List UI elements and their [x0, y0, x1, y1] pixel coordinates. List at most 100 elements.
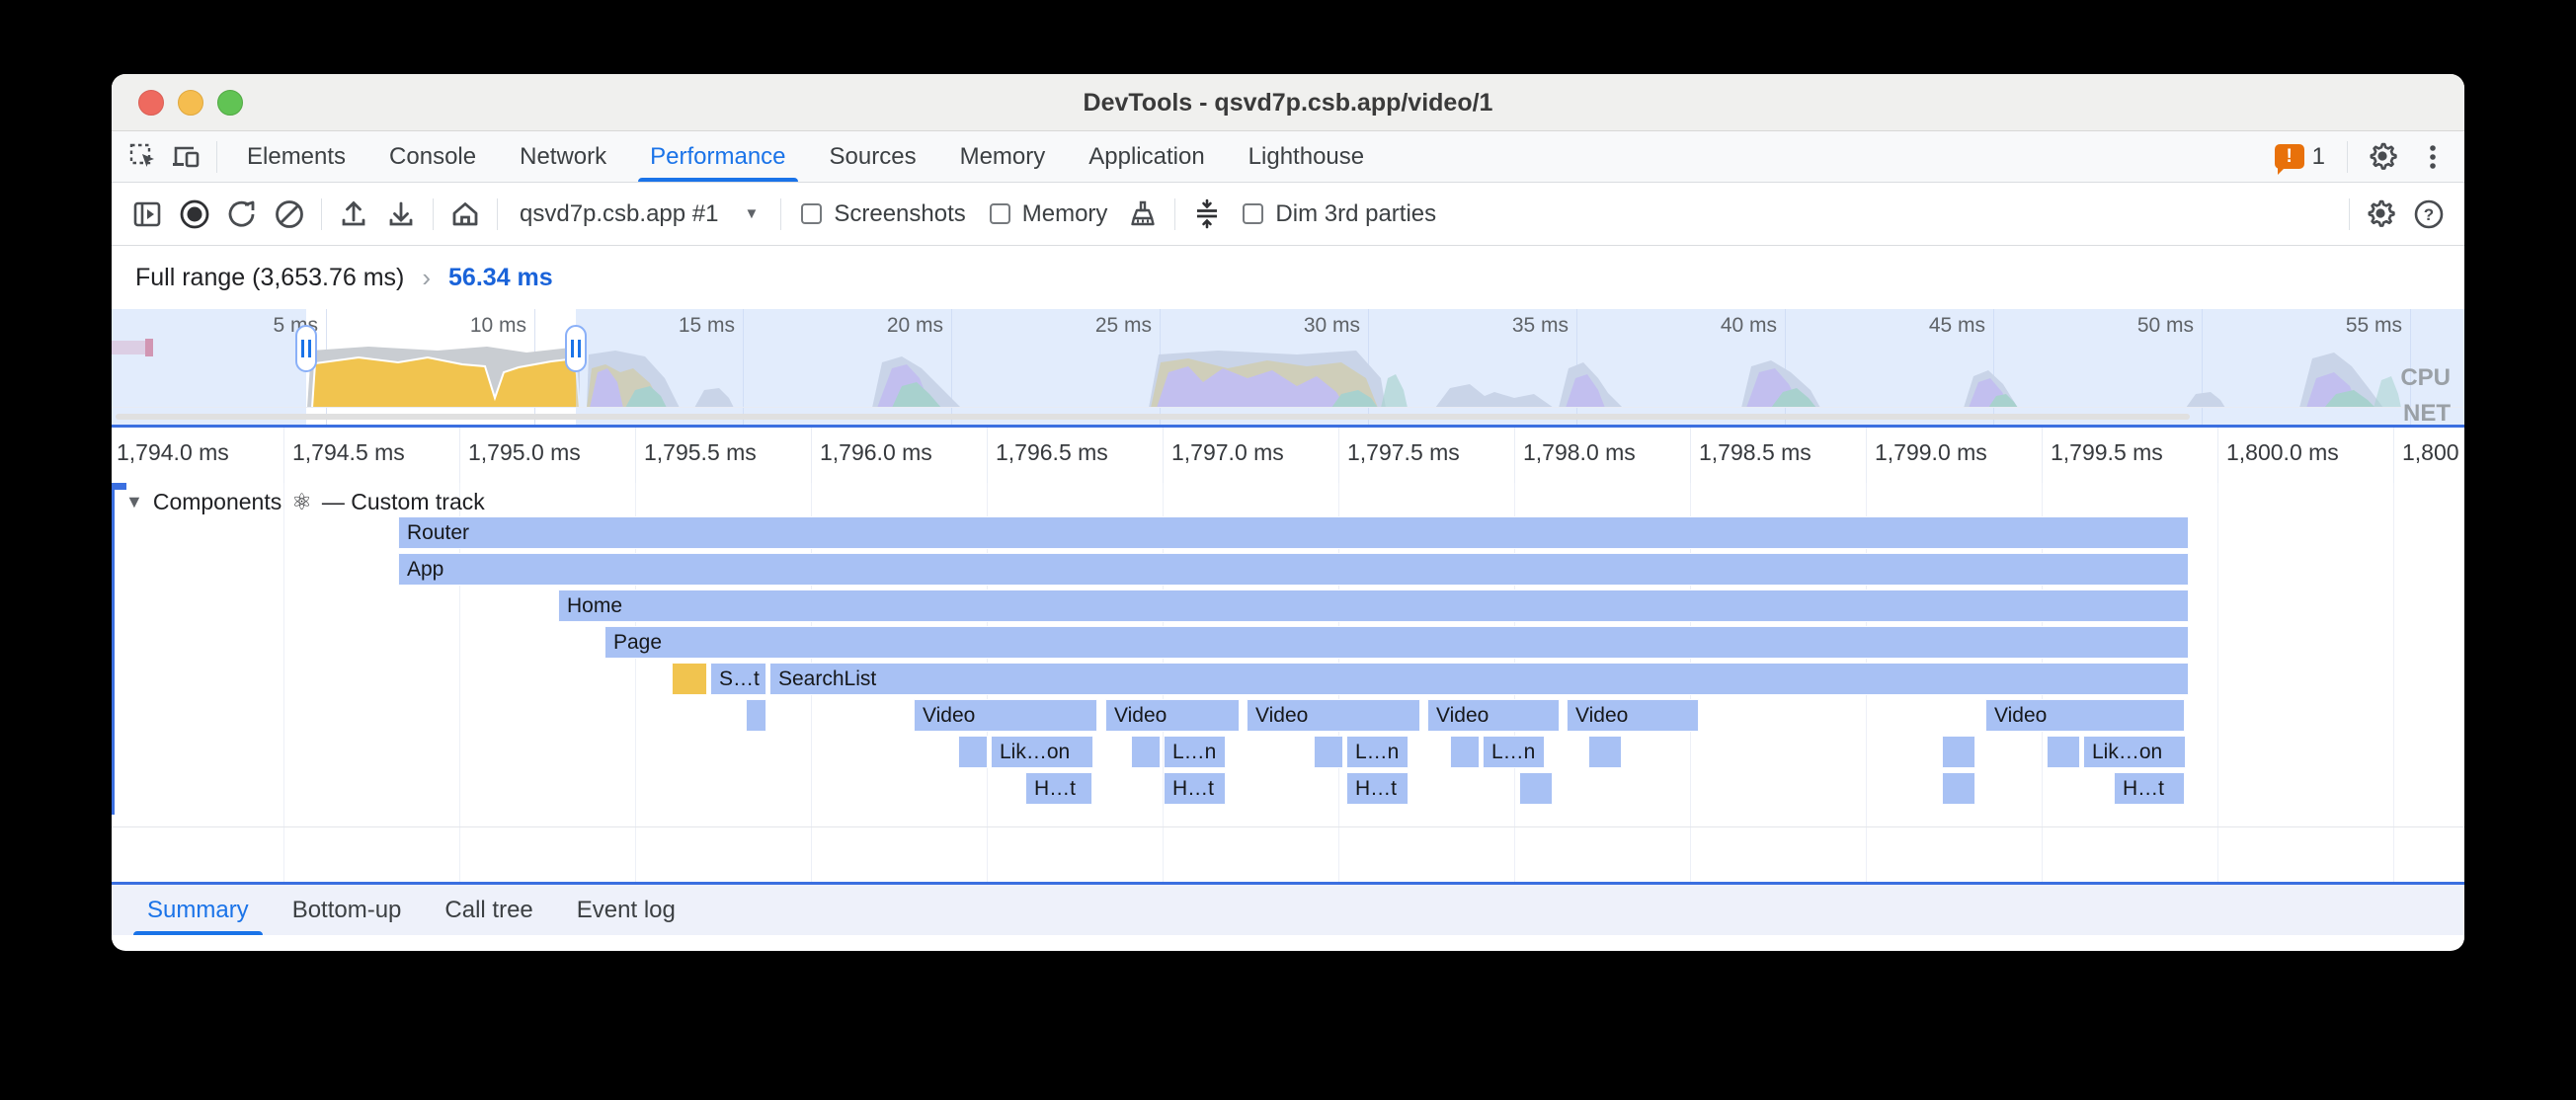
timeline-overview[interactable]: 5 ms 10 ms 15 ms 20 ms 25 ms 30 ms 35 ms 40 ms 4… — [112, 309, 2464, 428]
flame-bar[interactable] — [958, 736, 988, 768]
flame-bar-router[interactable]: Router — [398, 516, 2189, 549]
flame-bar-video[interactable]: Video — [1105, 699, 1240, 732]
inspect-element-icon[interactable] — [121, 137, 165, 177]
record-icon[interactable] — [171, 193, 218, 236]
tab-network[interactable]: Network — [498, 131, 628, 182]
flame-bar[interactable] — [1450, 736, 1480, 768]
timeline-ruler[interactable]: 1,794.0 ms 1,794.5 ms 1,795.0 ms 1,795.5 ms… — [112, 428, 2464, 483]
ruler-tick-label: 1,797.0 ms — [1171, 439, 1284, 465]
titlebar: DevTools - qsvd7p.csb.app/video/1 — [112, 74, 2464, 131]
track-header[interactable]: ▼ Components ⚛ — Custom track — [125, 489, 485, 515]
flame-bar[interactable] — [1314, 736, 1343, 768]
tab-elements[interactable]: Elements — [225, 131, 367, 182]
full-range-breadcrumb[interactable]: Full range (3,653.76 ms) — [135, 263, 405, 291]
save-profile-icon[interactable] — [377, 193, 425, 236]
flame-bar[interactable] — [746, 699, 766, 732]
flame-bar-video[interactable]: Video — [1985, 699, 2185, 732]
devtools-window: DevTools - qsvd7p.csb.app/video/1 Elemen… — [112, 74, 2464, 951]
drawer-tab-eventlog[interactable]: Event log — [555, 885, 697, 935]
flame-bar-ln[interactable]: L…n — [1483, 736, 1545, 768]
window-right-handle[interactable] — [565, 325, 587, 372]
ruler-tick-label: 1,799.0 ms — [1875, 439, 1987, 465]
target-selector[interactable]: qsvd7p.csb.app #1 ▼ — [506, 200, 772, 228]
ruler-tick-label: 1,795.5 ms — [644, 439, 757, 465]
flame-bar-st[interactable]: S…t — [710, 663, 766, 695]
drawer-tab-summary[interactable]: Summary — [125, 885, 271, 935]
track-corner-mark — [112, 483, 126, 490]
load-profile-icon[interactable] — [330, 193, 377, 236]
memory-label: Memory — [1021, 199, 1108, 227]
minimap-tick-label: 35 ms — [1511, 314, 1569, 337]
tab-memory[interactable]: Memory — [938, 131, 1068, 182]
tab-sources[interactable]: Sources — [808, 131, 938, 182]
minimap-tick-label: 30 ms — [1303, 314, 1360, 337]
ruler-tick-label: 1,798.0 ms — [1523, 439, 1636, 465]
flame-bar-page[interactable]: Page — [604, 626, 2189, 659]
ruler-tick-label: 1,797.5 ms — [1347, 439, 1460, 465]
flame-bar[interactable] — [1942, 736, 1975, 768]
memory-checkbox[interactable]: Memory — [978, 200, 1120, 228]
settings-gear-icon[interactable] — [2362, 137, 2405, 177]
flame-bar-app[interactable]: App — [398, 553, 2189, 586]
window-left-handle[interactable] — [295, 325, 317, 372]
drawer-tab-label: Call tree — [444, 896, 533, 923]
separator — [2347, 140, 2348, 173]
flame-bar-home[interactable]: Home — [558, 589, 2189, 622]
flame-bar-video[interactable]: Video — [1427, 699, 1560, 732]
flame-bar-ht[interactable]: H…t — [1025, 772, 1092, 805]
home-icon[interactable] — [442, 193, 489, 236]
minimap-tick-label: 10 ms — [469, 314, 526, 337]
checkbox-icon — [989, 203, 1010, 224]
reload-record-icon[interactable] — [218, 193, 266, 236]
flame-bar-ln[interactable]: L…n — [1164, 736, 1226, 768]
kebab-menu-icon[interactable] — [2411, 137, 2455, 177]
selected-range-breadcrumb[interactable]: 56.34 ms — [448, 263, 553, 291]
flame-bar-ht[interactable]: H…t — [2114, 772, 2185, 805]
show-sidebar-icon[interactable] — [123, 193, 171, 236]
minimize-window-button[interactable] — [178, 90, 203, 116]
close-window-button[interactable] — [138, 90, 164, 116]
flame-bar-video[interactable]: Video — [1247, 699, 1420, 732]
issues-badge[interactable]: ! 1 — [2267, 143, 2333, 175]
drawer-tab-calltree[interactable]: Call tree — [423, 885, 554, 935]
target-selector-value: qsvd7p.csb.app #1 — [520, 199, 719, 227]
flame-bar-ln[interactable]: L…n — [1346, 736, 1409, 768]
ruler-tick-label: 1,796.5 ms — [996, 439, 1108, 465]
flame-bar[interactable] — [1519, 772, 1553, 805]
flame-bar-likon[interactable]: Lik…on — [991, 736, 1093, 768]
minimap-tick-label: 20 ms — [886, 314, 943, 337]
minimap-tick-label: 55 ms — [2345, 314, 2402, 337]
dim-3rd-parties-checkbox[interactable]: Dim 3rd parties — [1231, 200, 1448, 228]
collapse-triangle-icon[interactable]: ▼ — [125, 492, 143, 511]
tab-application[interactable]: Application — [1067, 131, 1226, 182]
flame-bar-ht[interactable]: H…t — [1346, 772, 1409, 805]
help-icon[interactable]: ? — [2405, 193, 2453, 236]
flame-bar-searchlist[interactable]: SearchList — [769, 663, 2189, 695]
devtools-tabbar: Elements Console Network Performance Sources… — [112, 131, 2464, 183]
flame-bar[interactable] — [672, 663, 707, 695]
window-title: DevTools - qsvd7p.csb.app/video/1 — [1083, 89, 1493, 117]
tab-lighthouse[interactable]: Lighthouse — [1227, 131, 1386, 182]
flame-bar[interactable] — [1131, 736, 1161, 768]
tab-label: Lighthouse — [1248, 142, 1365, 170]
drawer-tab-bottomup[interactable]: Bottom-up — [271, 885, 424, 935]
clear-icon[interactable] — [266, 193, 313, 236]
flame-bar-video[interactable]: Video — [1567, 699, 1699, 732]
capture-settings-gear-icon[interactable] — [2358, 193, 2405, 236]
maximize-window-button[interactable] — [217, 90, 243, 116]
collect-garbage-icon[interactable] — [1119, 193, 1167, 236]
flame-bar-video[interactable]: Video — [914, 699, 1097, 732]
components-track[interactable]: ▼ Components ⚛ — Custom track Router App H… — [112, 483, 2464, 882]
screenshots-checkbox[interactable]: Screenshots — [789, 200, 977, 228]
tab-console[interactable]: Console — [367, 131, 498, 182]
separator — [433, 197, 434, 230]
collapse-tracks-icon[interactable] — [1183, 193, 1231, 236]
flame-bar[interactable] — [2047, 736, 2080, 768]
tab-performance[interactable]: Performance — [628, 131, 807, 182]
screenshots-label: Screenshots — [834, 199, 966, 227]
flame-bar-ht[interactable]: H…t — [1164, 772, 1226, 805]
flame-bar-likon[interactable]: Lik…on — [2083, 736, 2186, 768]
flame-bar[interactable] — [1588, 736, 1622, 768]
device-toolbar-icon[interactable] — [165, 137, 208, 177]
flame-bar[interactable] — [1942, 772, 1975, 805]
